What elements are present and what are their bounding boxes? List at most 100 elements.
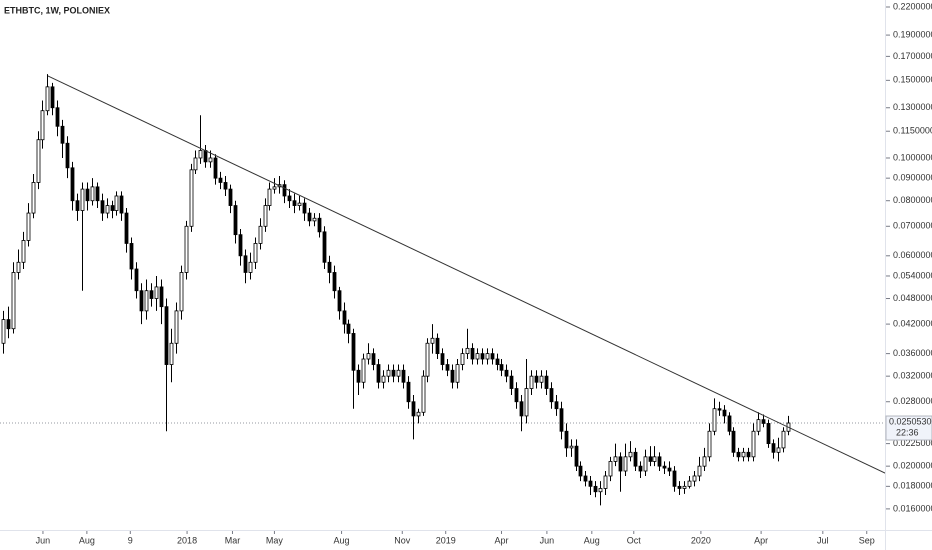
candle-body [50,86,55,109]
candle-body [21,240,26,263]
candle-body [139,290,144,312]
candle-body [544,375,549,389]
x-tick-label: 2019 [436,535,456,545]
candle-body [480,353,485,360]
y-tick-label: 0.01600000 [893,503,932,513]
candle-body [677,485,682,489]
y-tick-label: 0.04800000 [893,293,932,303]
candle-body [643,456,648,472]
candle-body [504,369,509,377]
x-tick-label: Apr [754,535,768,545]
candle-body [401,369,406,383]
candle-body [751,430,756,458]
candle-body [149,290,154,299]
candle-body [203,150,208,163]
candle-body [623,456,628,472]
candle-body [322,231,327,263]
y-tick-label: 0.08000000 [893,195,932,205]
candle-body [317,217,322,233]
candle-body [549,388,554,403]
countdown-label: 22:36 [896,427,919,437]
candle-body [40,110,45,141]
x-tick-label: Jul [817,535,829,545]
candle-body [702,456,707,467]
x-tick-label: Aug [79,535,95,545]
candle-body [302,202,307,214]
y-tick-label: 0.10000000 [893,152,932,162]
candle-body [707,430,712,458]
x-tick-label: Aug [584,535,600,545]
x-tick-label: Mar [225,535,241,545]
candle-body [272,186,277,190]
candle-body [114,195,119,211]
x-tick-label: Apr [494,535,508,545]
candle-body [297,202,302,206]
candle-body [327,261,332,273]
candle-body [776,447,781,453]
y-tick-label: 0.04200000 [893,318,932,328]
candle-body [697,465,702,477]
candle-body [756,419,761,432]
y-tick-label: 0.17000000 [893,51,932,61]
candle-body [569,445,574,449]
candle-body [16,261,21,273]
y-tick-label: 0.01800000 [893,481,932,491]
candle-body [766,423,771,445]
candle-body [727,415,732,432]
candle-body [722,409,727,417]
trendline [47,75,885,474]
candle-body [519,401,524,417]
x-tick-label: 2018 [177,535,197,545]
candle-body [213,157,218,179]
y-tick-label: 0.03200000 [893,371,932,381]
candle-body [307,212,312,222]
candle-body [633,451,638,467]
candle-body [366,353,371,360]
candle-body [238,234,243,257]
candle-body [534,375,539,383]
candle-body [95,186,100,202]
candle-body [425,342,430,377]
candle-body [11,272,16,330]
candle-body [65,142,70,169]
candle-body [144,290,149,312]
candle-body [129,243,134,270]
candle-body [55,107,60,127]
candle-body [450,369,455,383]
candle-body [233,205,238,236]
candle-body [416,411,421,417]
candle-body [371,353,376,365]
candle-body [263,205,268,227]
candle-body [1,319,6,344]
candle-body [682,485,687,489]
candle-body [351,333,356,371]
candle-body [267,188,272,206]
symbol-header: ETHBTC, 1W, POLONIEX [4,5,110,15]
candle-body [396,369,401,377]
candle-body [588,480,593,487]
y-tick-label: 0.02000000 [893,461,932,471]
candle-body [672,470,677,487]
y-tick-label: 0.02250000 [893,438,932,448]
candle-body [337,290,342,312]
candle-body [346,323,351,334]
candle-body [746,451,751,458]
candle-body [524,388,529,417]
candle-body [539,375,544,383]
candle-body [583,475,588,482]
candle-body [578,465,583,477]
candle-body [90,186,95,202]
candle-body [445,364,450,371]
candle-body [603,475,608,489]
candle-body [618,456,623,472]
candle-body [736,451,741,458]
candle-body [45,86,50,112]
x-tick-label: May [266,535,284,545]
candle-body [70,167,75,202]
candle-body [184,225,189,273]
candle-body [381,375,386,383]
candle-body [430,337,435,344]
candle-body [208,157,213,163]
candle-body [490,353,495,360]
